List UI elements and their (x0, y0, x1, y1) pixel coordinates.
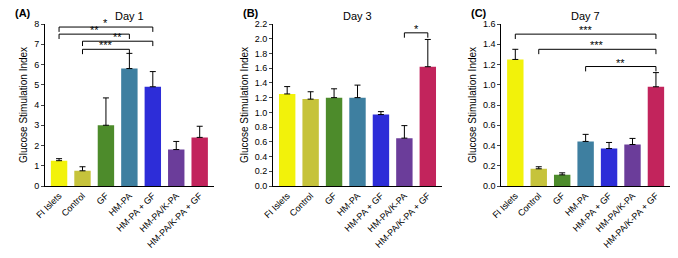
svg-text:HM-PA/K-PA: HM-PA/K-PA (366, 191, 409, 234)
svg-text:FI Islets: FI Islets (262, 190, 292, 220)
svg-text:0: 0 (34, 181, 39, 191)
svg-text:4: 4 (34, 100, 39, 110)
svg-text:GF: GF (95, 190, 111, 206)
svg-text:HM-PA: HM-PA (107, 191, 134, 218)
svg-text:2.0: 2.0 (255, 34, 268, 44)
svg-text:Glucose Stimulation Index: Glucose Stimulation Index (467, 47, 478, 163)
svg-text:1: 1 (34, 161, 39, 171)
svg-text:1.0: 1.0 (255, 108, 268, 118)
svg-text:Day 1: Day 1 (115, 10, 144, 22)
svg-text:Glucose Stimulation Index: Glucose Stimulation Index (239, 47, 250, 163)
svg-text:*: * (103, 17, 108, 29)
svg-text:0.4: 0.4 (483, 141, 496, 151)
svg-text:2.2: 2.2 (255, 19, 268, 29)
svg-text:0.6: 0.6 (255, 137, 268, 147)
svg-text:Day 3: Day 3 (343, 10, 372, 22)
svg-text:*: * (414, 23, 419, 35)
svg-text:HM-PA: HM-PA (563, 191, 590, 218)
svg-text:FI Islets: FI Islets (34, 190, 64, 220)
svg-text:2: 2 (34, 141, 39, 151)
svg-text:HM-PA + GF: HM-PA + GF (571, 190, 614, 233)
svg-text:GF: GF (323, 190, 339, 206)
svg-text:1.6: 1.6 (255, 63, 268, 73)
svg-text:HM-PA/K-PA + GF: HM-PA/K-PA + GF (373, 190, 432, 249)
svg-text:**: ** (90, 24, 99, 36)
svg-text:5: 5 (34, 80, 39, 90)
svg-text:Control: Control (288, 191, 316, 219)
svg-text:HM-PA/K-PA + GF: HM-PA/K-PA + GF (602, 190, 661, 249)
svg-text:0.8: 0.8 (255, 122, 268, 132)
svg-text:0.0: 0.0 (483, 181, 496, 191)
svg-text:8: 8 (34, 19, 39, 29)
svg-text:0.2: 0.2 (483, 161, 496, 171)
svg-text:(C): (C) (471, 7, 487, 19)
svg-text:3: 3 (34, 120, 39, 130)
svg-text:***: *** (590, 39, 604, 51)
svg-text:0.2: 0.2 (255, 166, 268, 176)
svg-text:HM-PA/K-PA: HM-PA/K-PA (138, 191, 181, 234)
svg-text:HM-PA: HM-PA (335, 191, 362, 218)
svg-text:Day 7: Day 7 (571, 10, 600, 22)
svg-text:HM-PA/K-PA + GF: HM-PA/K-PA + GF (145, 190, 204, 249)
svg-text:HM-PA + GF: HM-PA + GF (343, 190, 386, 233)
svg-text:0.0: 0.0 (255, 181, 268, 191)
svg-text:0.8: 0.8 (483, 100, 496, 110)
svg-text:(A): (A) (15, 7, 31, 19)
svg-text:6: 6 (34, 60, 39, 70)
svg-text:HM-PA/K-PA: HM-PA/K-PA (594, 191, 637, 234)
svg-text:HM-PA + GF: HM-PA + GF (115, 190, 158, 233)
svg-text:Control: Control (60, 191, 88, 219)
svg-text:1.2: 1.2 (483, 60, 496, 70)
svg-text:0.6: 0.6 (483, 120, 496, 130)
svg-text:1.4: 1.4 (483, 39, 496, 49)
svg-text:***: *** (99, 39, 113, 51)
svg-text:1.0: 1.0 (483, 80, 496, 90)
svg-text:FI Islets: FI Islets (491, 190, 521, 220)
svg-text:**: ** (113, 31, 122, 43)
svg-text:1.4: 1.4 (255, 78, 268, 88)
svg-text:**: ** (616, 57, 625, 69)
svg-text:1.6: 1.6 (483, 19, 496, 29)
svg-text:(B): (B) (243, 7, 259, 19)
svg-text:7: 7 (34, 39, 39, 49)
svg-text:Control: Control (516, 191, 544, 219)
svg-text:1.8: 1.8 (255, 49, 268, 59)
svg-text:***: *** (579, 24, 593, 36)
svg-text:GF: GF (551, 190, 567, 206)
svg-text:1.2: 1.2 (255, 93, 268, 103)
svg-text:Glucose Stimulation Index: Glucose Stimulation Index (18, 47, 29, 163)
svg-text:0.4: 0.4 (255, 152, 268, 162)
